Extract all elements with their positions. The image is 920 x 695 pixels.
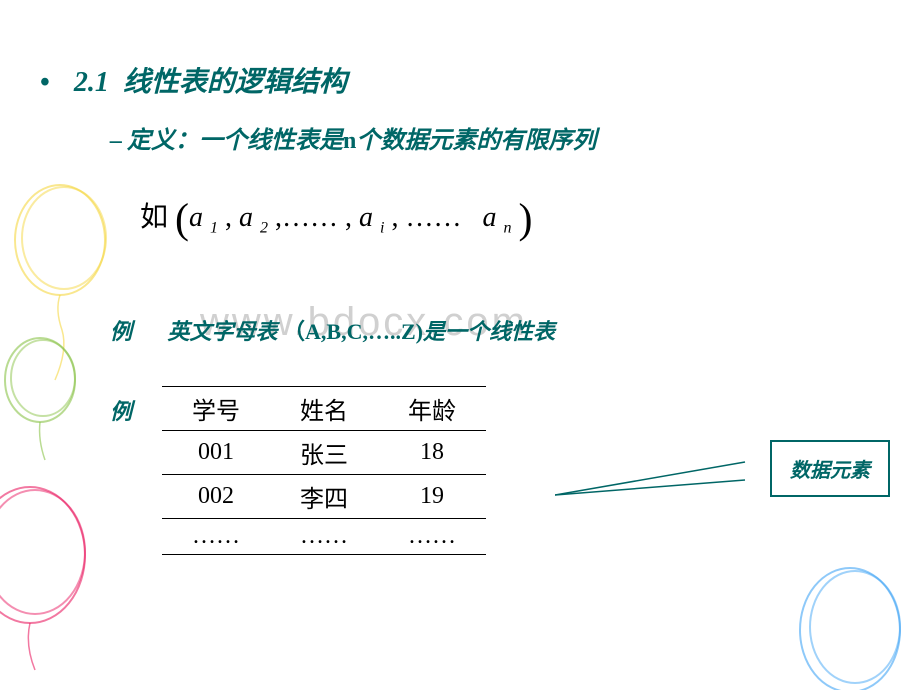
formula-an: a: [482, 202, 496, 233]
example1-line: 例 英文字母表 （A,B,C,…..Z)是一个线性表: [110, 314, 880, 346]
formula-sub1: 1: [210, 220, 218, 237]
section-heading: • 2.1 线性表的逻辑结构: [40, 60, 880, 100]
cell-0-2: 18: [378, 430, 486, 474]
example2-label: 例: [110, 394, 132, 426]
formula-prefix: 如: [140, 202, 168, 233]
bullet-marker: •: [40, 67, 50, 98]
cell-2-1: ……: [270, 518, 378, 554]
cell-1-0: 002: [162, 474, 270, 518]
open-paren: (: [175, 197, 189, 243]
example1-before: 英文字母表: [168, 319, 278, 344]
section-number: 2.1: [74, 67, 109, 98]
formula-ai: a: [359, 202, 373, 233]
col-header-1: 姓名: [270, 386, 378, 430]
formula-a2: a: [239, 202, 253, 233]
cell-1-1: 李四: [270, 474, 378, 518]
formula-sep3: , ……: [391, 202, 482, 233]
table-row: …… …… ……: [162, 518, 486, 554]
cell-2-0: ……: [162, 518, 270, 554]
slide-content: • 2.1 线性表的逻辑结构 –定义：一个线性表是n个数据元素的有限序列 如 (…: [0, 0, 920, 615]
close-paren: ): [518, 197, 532, 243]
formula-subi: i: [380, 220, 384, 237]
data-table: 学号 姓名 年龄 001 张三 18 002 李四 19 …… …… ……: [162, 386, 486, 555]
table-row: 002 李四 19: [162, 474, 486, 518]
formula-sub2: 2: [260, 220, 268, 237]
table-row: 001 张三 18: [162, 430, 486, 474]
example2-container: 例 学号 姓名 年龄 001 张三 18 002 李四 19 …… …… ……: [110, 386, 880, 555]
col-header-0: 学号: [162, 386, 270, 430]
formula-subn: n: [503, 220, 511, 237]
example1-after: 是一个线性表: [423, 319, 555, 344]
definition-label: 定义：: [127, 128, 199, 154]
formula-sep1: ,: [225, 202, 239, 233]
formula-line: 如 (a 1 , a 2 ,…… , a i , …… a n ): [140, 195, 880, 244]
col-header-2: 年龄: [378, 386, 486, 430]
definition-before: 一个线性表是: [199, 128, 343, 154]
callout-connector: [555, 460, 755, 510]
cell-0-1: 张三: [270, 430, 378, 474]
cell-1-2: 19: [378, 474, 486, 518]
cell-0-0: 001: [162, 430, 270, 474]
definition-n: n: [343, 128, 356, 154]
example1-alpha: （A,B,C,…..Z): [283, 319, 423, 344]
example1-label: 例: [110, 319, 132, 344]
definition-after: 个数据元素的有限序列: [356, 128, 596, 154]
section-title-text: 线性表的逻辑结构: [123, 67, 347, 98]
definition-line: –定义：一个线性表是n个数据元素的有限序列: [110, 120, 880, 155]
formula-a1: a: [189, 202, 203, 233]
cell-2-2: ……: [378, 518, 486, 554]
formula-sep2: ,…… ,: [275, 202, 359, 233]
dash-marker: –: [110, 128, 122, 154]
table-header-row: 学号 姓名 年龄: [162, 386, 486, 430]
